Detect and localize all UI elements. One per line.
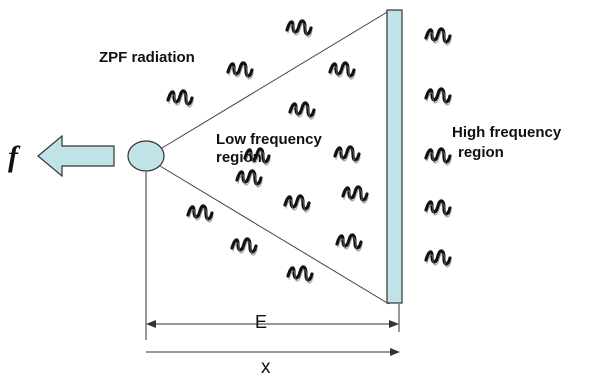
particle xyxy=(127,140,165,172)
high-frequency-label-line2: region xyxy=(458,144,504,161)
e-arrow-left xyxy=(146,320,156,328)
x-arrow-right xyxy=(390,348,400,356)
zpf-radiation-label: ZPF radiation xyxy=(99,49,195,66)
e-dimension-label: E xyxy=(255,312,268,332)
cone-upper-line xyxy=(161,10,390,149)
low-frequency-label-line1: Low frequency xyxy=(216,131,322,148)
e-arrow-right xyxy=(389,320,399,328)
wave-icons xyxy=(166,19,453,285)
force-label: f xyxy=(8,140,18,173)
cone-lower-line xyxy=(159,165,390,305)
x-dimension-label: x xyxy=(261,357,271,378)
plate xyxy=(386,9,403,304)
high-frequency-label-line1: High frequency xyxy=(452,124,562,141)
force-arrow xyxy=(37,134,115,178)
low-frequency-label-line2: region xyxy=(216,149,262,166)
